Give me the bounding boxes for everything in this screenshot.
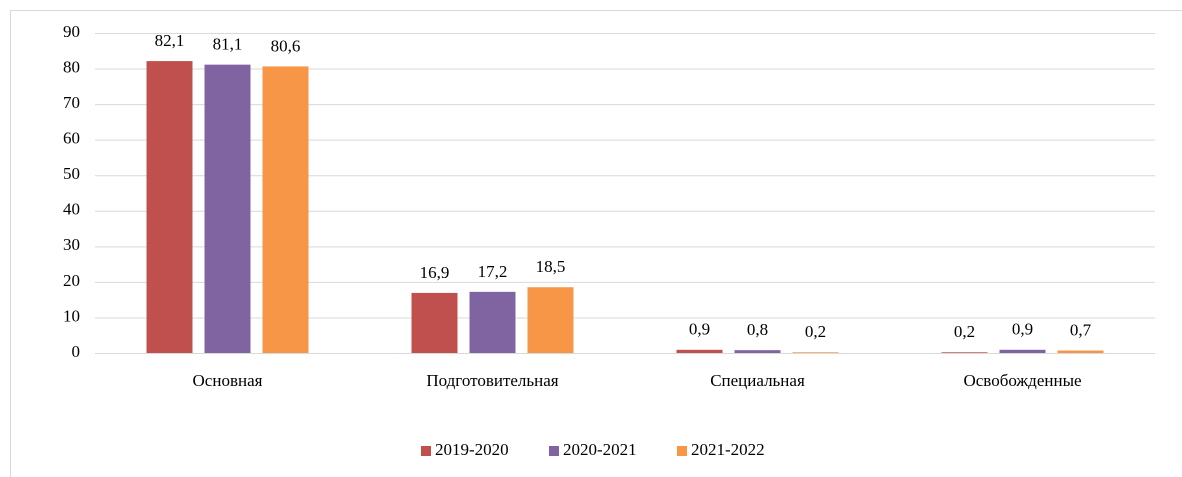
bar (792, 352, 839, 353)
value-label: 0,7 (1070, 320, 1092, 339)
y-tick-label: 10 (63, 306, 80, 325)
bar (999, 349, 1046, 353)
y-tick-label: 50 (63, 164, 80, 183)
value-label: 0,9 (689, 320, 710, 339)
chart-border (10, 10, 1182, 477)
legend-label: 2019-2020 (435, 440, 509, 459)
y-tick-label: 20 (63, 271, 80, 290)
bar (204, 64, 251, 354)
value-label: 0,2 (805, 322, 826, 341)
legend-label: 2020-2021 (563, 440, 637, 459)
y-tick-label: 70 (63, 93, 80, 112)
y-tick-label: 90 (63, 22, 80, 41)
legend-swatch (421, 446, 431, 456)
value-label: 18,5 (536, 257, 566, 276)
bar (411, 292, 458, 353)
bar (676, 349, 723, 353)
value-label: 81,1 (213, 35, 243, 54)
x-tick-label: Освобожденные (963, 371, 1081, 390)
value-label: 0,2 (954, 322, 975, 341)
bar (941, 352, 988, 353)
value-label: 80,6 (271, 36, 301, 55)
y-tick-label: 80 (63, 57, 80, 76)
legend-label: 2021-2022 (691, 440, 765, 459)
bar (262, 66, 309, 353)
y-tick-label: 0 (72, 342, 81, 361)
x-tick-label: Подготовительная (426, 371, 558, 390)
x-tick-label: Специальная (710, 371, 805, 390)
y-tick-label: 30 (63, 235, 80, 254)
x-tick-label: Основная (193, 371, 263, 390)
bar (527, 287, 574, 353)
legend-swatch (677, 446, 687, 456)
value-label: 0,8 (747, 320, 768, 339)
bar (469, 291, 516, 353)
y-tick-label: 60 (63, 129, 80, 148)
value-label: 16,9 (420, 263, 450, 282)
value-label: 0,9 (1012, 320, 1033, 339)
bar (734, 350, 781, 353)
bar (146, 61, 193, 353)
legend-swatch (549, 446, 559, 456)
bar (1057, 350, 1104, 353)
value-label: 82,1 (155, 31, 185, 50)
y-tick-label: 40 (63, 200, 80, 219)
value-label: 17,2 (478, 262, 508, 281)
